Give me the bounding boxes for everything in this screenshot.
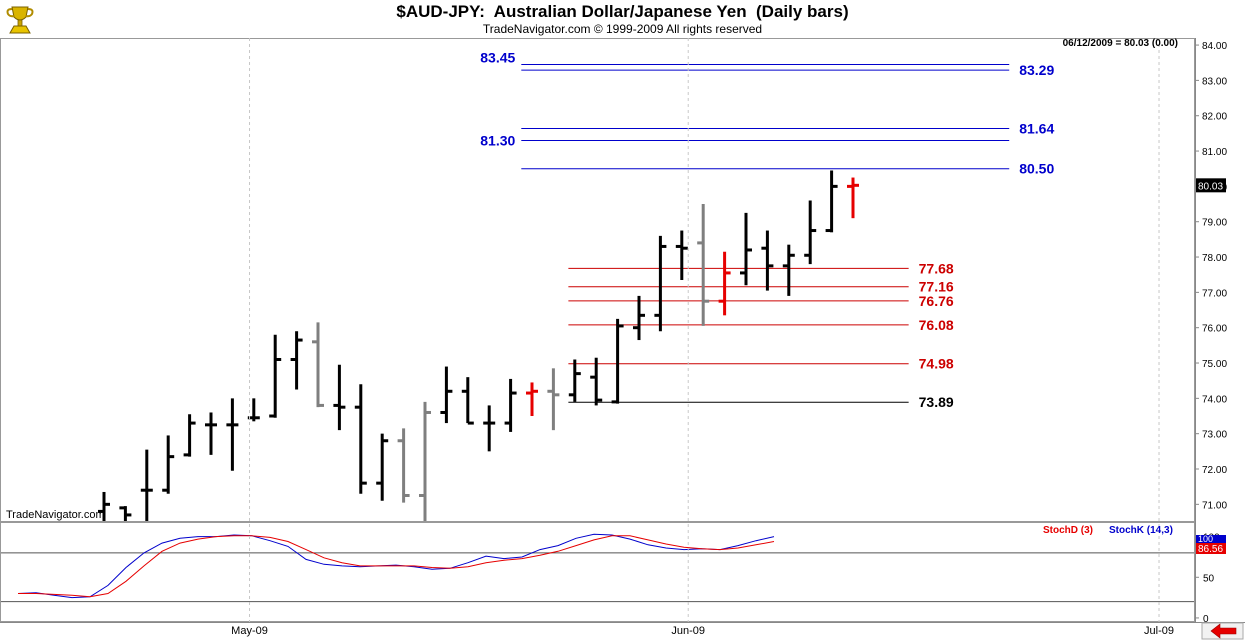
stoch-d-badge-label: 86.56 <box>1198 544 1223 555</box>
ohlc-bar[interactable] <box>419 401 431 522</box>
level-label: 77.68 <box>919 260 954 276</box>
stoch-k-badge-label: 100 <box>1198 534 1213 544</box>
level-label: 74.98 <box>919 356 954 372</box>
legend-stochd: StochD (3) <box>1043 525 1093 536</box>
ohlc-bar[interactable] <box>804 200 817 265</box>
ohlc-bar[interactable] <box>675 230 688 280</box>
left-arrow-shape <box>1210 623 1237 639</box>
left-arrow-icon[interactable] <box>1201 622 1244 640</box>
ohlc-bar[interactable] <box>440 366 453 424</box>
level-label: 77.16 <box>919 279 954 295</box>
ohlc-bar[interactable] <box>483 405 496 452</box>
y-tick-label: 78.00 <box>1202 253 1227 264</box>
y-tick-label: 77.00 <box>1202 288 1227 299</box>
price-frame <box>0 38 1195 522</box>
price-plot-area[interactable] <box>98 63 1010 522</box>
chart-header: $AUD-JPY: Australian Dollar/Japanese Yen… <box>0 0 1245 38</box>
level-label: 81.30 <box>480 132 515 148</box>
ohlc-bar[interactable] <box>740 212 752 286</box>
ohlc-bar[interactable] <box>226 398 239 471</box>
ohlc-bar[interactable] <box>269 334 282 418</box>
level-label: 76.76 <box>919 293 954 309</box>
ohlc-bar[interactable] <box>504 378 517 432</box>
ohlc-bar[interactable] <box>847 177 859 219</box>
chart-title: $AUD-JPY: Australian Dollar/Japanese Yen… <box>396 2 849 21</box>
ohlc-bar[interactable] <box>247 398 260 422</box>
y-tick-label: 72.00 <box>1202 465 1227 476</box>
ohlc-bar[interactable] <box>183 414 196 457</box>
y-tick-label: 75.00 <box>1202 359 1227 370</box>
ohlc-bar[interactable] <box>461 377 474 425</box>
ohlc-bar[interactable] <box>354 384 367 494</box>
trophy-logo-icon <box>6 6 34 34</box>
ohlc-bar[interactable] <box>782 244 795 296</box>
stochastic-plot-area[interactable] <box>0 533 1195 603</box>
ohlc-bar[interactable] <box>654 235 667 332</box>
ohlc-bar[interactable] <box>526 382 538 417</box>
level-label: 76.08 <box>919 317 954 333</box>
stoch-k-badge <box>1196 535 1226 543</box>
date-price-label: 06/12/2009 = 80.03 (0.00) <box>1063 38 1178 49</box>
watermark-label: TradeNavigator.com <box>6 509 105 521</box>
ohlc-bar[interactable] <box>697 204 710 326</box>
y-tick-label: 79.00 <box>1202 218 1227 229</box>
level-label: 81.64 <box>1019 120 1054 136</box>
level-label: 80.50 <box>1019 161 1054 177</box>
ohlc-bar[interactable] <box>205 412 217 455</box>
y-tick-label: 81.00 <box>1202 147 1227 158</box>
ohlc-bar[interactable] <box>568 359 581 402</box>
ohlc-bar[interactable] <box>376 433 389 501</box>
ohlc-bar[interactable] <box>333 364 346 431</box>
ohlc-bar[interactable] <box>119 506 132 522</box>
level-label: 73.89 <box>919 394 954 410</box>
ohlc-bar[interactable] <box>290 331 303 390</box>
ohlc-bar[interactable] <box>633 295 645 341</box>
y-tick-label: 71.00 <box>1202 500 1227 511</box>
x-tick-label: Jun-09 <box>671 625 705 637</box>
y-tick-label: 73.00 <box>1202 430 1227 441</box>
y-tick-label: 84.00 <box>1202 41 1227 52</box>
ohlc-bar[interactable] <box>162 435 175 494</box>
ohlc-bar[interactable] <box>611 318 624 404</box>
x-tick-label: May-09 <box>231 625 268 637</box>
stochastic-frame <box>0 522 1195 622</box>
level-label: 83.29 <box>1019 62 1054 78</box>
ohlc-bars <box>98 170 859 522</box>
copyright-subtitle: TradeNavigator.com © 1999-2009 All right… <box>482 22 763 36</box>
legend-stochk: StochK (14,3) <box>1109 525 1173 536</box>
ohlc-bar[interactable] <box>140 449 153 522</box>
ohlc-bar[interactable] <box>718 251 731 316</box>
stoch-series-line[interactable] <box>17 533 775 599</box>
y-tick-label: 74.00 <box>1202 394 1227 405</box>
last-price-label: 80.03 <box>1198 181 1223 192</box>
ohlc-bar[interactable] <box>312 322 324 408</box>
ohlc-bar[interactable] <box>761 230 774 291</box>
stoch-y-tick-label: 0 <box>1203 614 1209 625</box>
y-tick-label: 82.00 <box>1202 112 1227 123</box>
ohlc-bar[interactable] <box>825 170 838 233</box>
level-label: 83.45 <box>480 49 515 65</box>
stoch-y-tick-label: 50 <box>1203 573 1215 584</box>
ohlc-bar[interactable] <box>590 357 603 406</box>
y-tick-label: 83.00 <box>1202 76 1227 87</box>
stoch-d-badge <box>1196 543 1226 554</box>
stoch-series-line[interactable] <box>18 535 775 598</box>
ohlc-bar[interactable] <box>547 368 560 431</box>
labels-layer: May-09 Jun-09 Jul-09 71.00 72.00 73.00 74.00 75… <box>6 38 1244 640</box>
last-price-box <box>1196 178 1226 193</box>
ohlc-bar[interactable] <box>98 491 110 522</box>
ohlc-bar[interactable] <box>397 428 410 503</box>
axes-layer <box>0 38 1245 623</box>
y-tick-label: 76.00 <box>1202 324 1227 335</box>
x-tick-label: Jul-09 <box>1144 625 1174 637</box>
